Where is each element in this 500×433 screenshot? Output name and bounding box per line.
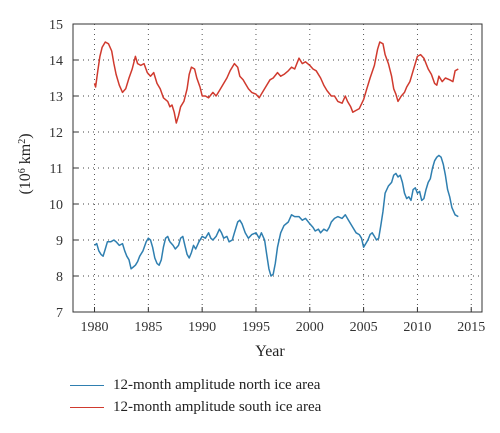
y-tick-label: 7 (56, 306, 63, 321)
x-axis-label: Year (255, 343, 285, 360)
y-tick-label: 9 (56, 234, 63, 249)
x-tick-label: 1985 (134, 320, 162, 335)
grid-lines (73, 23, 482, 313)
series-line-south (93, 41, 459, 124)
x-tick-label: 1990 (188, 320, 216, 335)
y-tick-label: 13 (49, 90, 63, 105)
series-line-north (94, 154, 459, 277)
legend-swatch-north (70, 384, 104, 386)
x-tick-label: 2010 (403, 320, 431, 335)
y-tick-label: 15 (49, 18, 63, 33)
x-tick-label: 2015 (457, 320, 485, 335)
series-group (93, 41, 459, 277)
legend-item-north: 12-month amplitude north ice area (70, 374, 321, 396)
legend: 12-month amplitude north ice area 12-mon… (70, 374, 321, 418)
x-tick-label: 2005 (350, 320, 378, 335)
x-tick-label: 1980 (81, 320, 109, 335)
legend-label-north: 12-month amplitude north ice area (113, 376, 321, 393)
y-axis-label: (106 km2) (17, 133, 35, 194)
legend-item-south: 12-month amplitude south ice area (70, 396, 321, 418)
plot-frame (72, 23, 483, 313)
y-tick-label: 8 (56, 270, 63, 285)
legend-label-south: 12-month amplitude south ice area (113, 398, 322, 415)
x-tick-label: 2000 (296, 320, 324, 335)
y-tick-label: 10 (49, 198, 63, 213)
y-tick-label: 12 (49, 126, 63, 141)
x-tick-label: 1995 (242, 320, 270, 335)
y-tick-label: 11 (50, 162, 63, 177)
legend-swatch-south (70, 406, 104, 408)
y-tick-label: 14 (49, 54, 63, 69)
axis-ticks: 1980 1985 1990 1995 2000 2005 2010 2015 7 8 9 10 11 1… (49, 18, 485, 335)
